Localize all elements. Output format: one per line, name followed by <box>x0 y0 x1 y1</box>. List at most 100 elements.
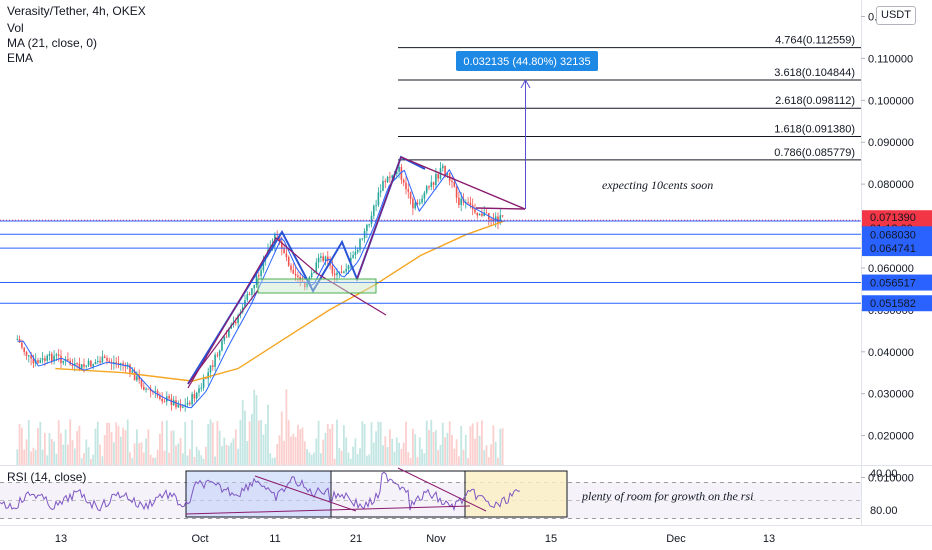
candle-body <box>67 359 69 361</box>
volume-bar <box>250 413 253 465</box>
candle-body <box>260 270 262 276</box>
candle-body <box>315 262 318 273</box>
candle-body <box>425 186 428 193</box>
candle-body <box>347 265 350 270</box>
candle-body <box>172 400 175 406</box>
volume-bar <box>99 444 101 465</box>
volume-bar <box>421 449 423 465</box>
candle-body <box>331 265 334 274</box>
volume-bar <box>313 452 315 465</box>
volume-bar <box>340 450 343 465</box>
volume-bar <box>423 453 426 465</box>
volume-bar <box>444 437 446 465</box>
symbol-title[interactable]: Verasity/Tether, 4h, OKEX <box>7 4 146 18</box>
volume-bar <box>352 446 354 465</box>
level-price-box <box>862 240 932 257</box>
indicator-ma[interactable]: MA (21, close, 0) <box>7 36 98 50</box>
volume-bar <box>460 426 463 465</box>
candle-body <box>25 352 28 356</box>
candle-body <box>170 398 173 406</box>
candle-body <box>423 192 426 199</box>
volume-bar <box>198 450 200 465</box>
currency-button[interactable]: USDT <box>876 6 916 25</box>
volume-bar <box>43 432 46 465</box>
candle-body <box>228 328 230 337</box>
price-tick-label: 0.010000 <box>868 473 914 485</box>
candle-body <box>237 315 239 324</box>
volume-bar <box>186 455 189 465</box>
candle-body <box>430 182 433 187</box>
candle-body <box>142 386 145 390</box>
volume-bar <box>23 449 26 465</box>
candle-body <box>501 215 504 217</box>
volume-bar <box>140 442 143 465</box>
candle-body <box>193 394 196 399</box>
volume-bar <box>244 410 246 465</box>
candle-body <box>398 166 400 172</box>
volume-bar <box>359 448 361 465</box>
volume-bar <box>430 419 433 465</box>
volume-bar <box>191 419 193 465</box>
candle-body <box>218 350 221 356</box>
price-level-lines <box>0 219 861 304</box>
volume-bar <box>365 455 368 465</box>
volume-bar <box>400 448 403 465</box>
time-axis[interactable]: 13 Oct 11 21 Nov 15 Dec 13 <box>55 533 775 545</box>
candle-body <box>62 360 65 363</box>
volume-bar <box>92 454 95 465</box>
indicator-ema[interactable]: EMA <box>7 51 34 65</box>
candle-body <box>57 354 60 356</box>
rsi-pane[interactable]: plenty of room for growth on the rsi 40.… <box>0 467 898 519</box>
volume-bar <box>200 455 203 465</box>
volume-bar <box>457 456 460 465</box>
candle-body <box>21 342 23 348</box>
volume-bar <box>287 420 290 465</box>
candle-body <box>147 388 150 390</box>
volume-bar <box>27 420 30 465</box>
volume-bar <box>501 428 504 465</box>
candle-body <box>255 275 258 286</box>
candle-body <box>78 363 81 370</box>
price-pane[interactable] <box>0 0 861 465</box>
level-price-label: 0.056517 <box>870 278 916 290</box>
rsi-line-path <box>0 471 520 512</box>
volume-bar <box>170 430 173 465</box>
volume-bar <box>301 427 304 465</box>
volume-bar <box>262 434 265 465</box>
wedge-bottom-line <box>475 207 526 210</box>
candle-body <box>50 354 53 362</box>
volume-bar <box>384 436 387 465</box>
candle-body <box>96 360 99 362</box>
volume-bar <box>347 452 350 465</box>
candle-body <box>441 165 444 169</box>
candle-body <box>27 355 30 357</box>
volume-bar <box>30 451 32 465</box>
candle-body <box>106 358 108 361</box>
candle-body <box>483 212 485 217</box>
candle-body <box>372 205 375 216</box>
volume-bar <box>62 444 65 465</box>
volume-bar <box>290 436 292 465</box>
indicator-vol[interactable]: Vol <box>7 21 24 35</box>
candle-body <box>412 198 414 209</box>
rsi-title[interactable]: RSI (14, close) <box>7 470 87 484</box>
candle-body <box>297 275 299 277</box>
price-tick-label: 0.040000 <box>868 347 914 359</box>
volume-bar <box>324 432 327 465</box>
level-price-label: 0.051582 <box>870 298 916 310</box>
volume-bar <box>361 421 364 465</box>
volume-bar <box>345 437 348 465</box>
volume-bar <box>101 456 104 465</box>
candle-body <box>80 364 83 370</box>
volume-bar <box>448 421 451 465</box>
candle-body <box>370 215 373 225</box>
volume-bar <box>494 441 497 465</box>
time-tick-label: 15 <box>545 533 557 545</box>
candle-body <box>336 272 338 276</box>
volume-bar <box>211 422 214 465</box>
candle-body <box>23 347 25 353</box>
candle-body <box>198 388 200 393</box>
rsi-band <box>0 482 861 519</box>
price-tick-label: 0.060000 <box>868 263 914 275</box>
